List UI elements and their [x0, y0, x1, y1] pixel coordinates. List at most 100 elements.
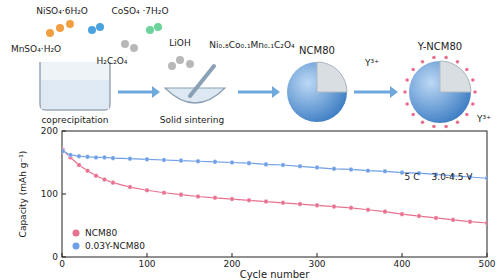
annotation: 5 C — [405, 172, 420, 182]
data-point — [102, 155, 107, 160]
x-tick — [402, 253, 403, 257]
y-tick-label: 100 — [41, 189, 58, 199]
ion-dot — [432, 125, 436, 129]
data-point — [196, 159, 201, 164]
data-point — [162, 190, 167, 195]
reagent-particle — [130, 44, 138, 52]
legend-label: NCM80 — [85, 228, 118, 238]
data-point — [417, 214, 422, 219]
data-point — [366, 168, 371, 173]
ion-dot — [456, 60, 460, 64]
beaker — [40, 62, 110, 110]
ion-label: Y³⁺ — [364, 58, 379, 68]
arrow — [354, 91, 392, 94]
ion-dot — [421, 121, 425, 125]
data-point — [247, 198, 252, 203]
x-tick-label: 500 — [478, 259, 495, 269]
ion-dot — [444, 125, 448, 129]
data-point — [315, 203, 320, 208]
reagent-label: MnSO₄·H₂O — [11, 44, 61, 54]
data-point — [264, 162, 269, 167]
y-axis-title: Capacity (mAh g⁻¹) — [18, 151, 28, 238]
x-tick-label: 400 — [393, 259, 410, 269]
ion-label: Y³⁺ — [476, 114, 491, 124]
arrow — [238, 91, 274, 94]
data-point — [145, 157, 150, 162]
data-point — [383, 169, 388, 174]
data-point — [179, 192, 184, 197]
x-tick — [317, 253, 318, 257]
ion-dot — [411, 113, 415, 117]
reagent-particle — [88, 26, 96, 34]
data-point — [349, 206, 354, 211]
legend-label: 0.03Y-NCM80 — [85, 241, 145, 251]
series-line — [63, 151, 487, 178]
data-point — [485, 221, 487, 226]
legend: NCM80 0.03Y-NCM80 — [73, 228, 146, 251]
annotation: 3.0-4.5 V — [432, 172, 474, 182]
reagent-label: Ni₀.₈Co₀.₁Mn₀.₁C₂O₄ — [209, 40, 295, 50]
data-point — [451, 218, 456, 223]
figure: NiSO₄·6H₂OCoSO₄ ·7H₂OMnSO₄·H₂OH₂C₂O₄LiOH… — [0, 0, 500, 280]
ion-dot — [403, 90, 407, 94]
data-point — [102, 177, 107, 182]
schematic: NiSO₄·6H₂OCoSO₄ ·7H₂OMnSO₄·H₂OH₂C₂O₄LiOH… — [11, 6, 491, 128]
data-point — [230, 160, 235, 165]
data-point — [264, 199, 269, 204]
y-tick — [62, 131, 66, 132]
data-point — [281, 163, 286, 168]
data-point — [298, 202, 303, 207]
ion-dot — [411, 68, 415, 72]
data-point — [468, 219, 473, 224]
ion-dot — [465, 68, 469, 72]
reagent-particle — [56, 24, 64, 32]
reagent-particle — [46, 29, 54, 37]
ion-dot — [444, 56, 448, 60]
ion-dot — [456, 121, 460, 125]
x-tick — [147, 253, 148, 257]
plot-frame — [62, 131, 487, 257]
reagent-particle — [176, 56, 184, 64]
data-area — [62, 148, 487, 226]
data-point — [111, 180, 116, 185]
data-point — [179, 158, 184, 163]
data-point — [332, 167, 337, 172]
y-tick — [62, 194, 66, 195]
y-tick — [62, 257, 66, 258]
reagent-particle — [154, 23, 162, 31]
data-point — [68, 153, 73, 158]
x-tick-label: 100 — [138, 259, 155, 269]
data-point — [111, 156, 116, 161]
reagent-label: NiSO₄·6H₂O — [36, 6, 88, 16]
reagent-particle — [168, 62, 176, 70]
particle-cut — [317, 62, 347, 92]
legend-marker — [73, 230, 80, 237]
chart: 01002003004005000100200Cycle numberCapac… — [18, 126, 496, 280]
data-point — [85, 155, 90, 160]
legend-marker — [73, 243, 80, 250]
reagent-label: H₂C₂O₄ — [97, 56, 128, 66]
x-tick-label: 200 — [223, 259, 240, 269]
data-point — [230, 197, 235, 202]
data-point — [281, 201, 286, 206]
x-tick-label: 300 — [308, 259, 325, 269]
data-point — [213, 160, 218, 165]
data-point — [247, 161, 252, 166]
ion-dot — [471, 78, 475, 82]
data-point — [162, 158, 167, 163]
data-point — [128, 185, 133, 190]
arrow — [118, 91, 154, 94]
pestle — [190, 66, 214, 96]
ion-dot — [471, 102, 475, 106]
data-point — [77, 154, 82, 159]
data-point — [85, 168, 90, 173]
step-label: Solid sintering — [160, 115, 224, 125]
data-point — [94, 173, 99, 178]
data-point — [315, 165, 320, 170]
data-point — [62, 149, 65, 154]
data-point — [485, 176, 487, 181]
data-point — [128, 156, 133, 161]
x-axis-title: Cycle number — [240, 269, 310, 280]
arrow-head — [152, 86, 160, 98]
data-point — [145, 188, 150, 193]
